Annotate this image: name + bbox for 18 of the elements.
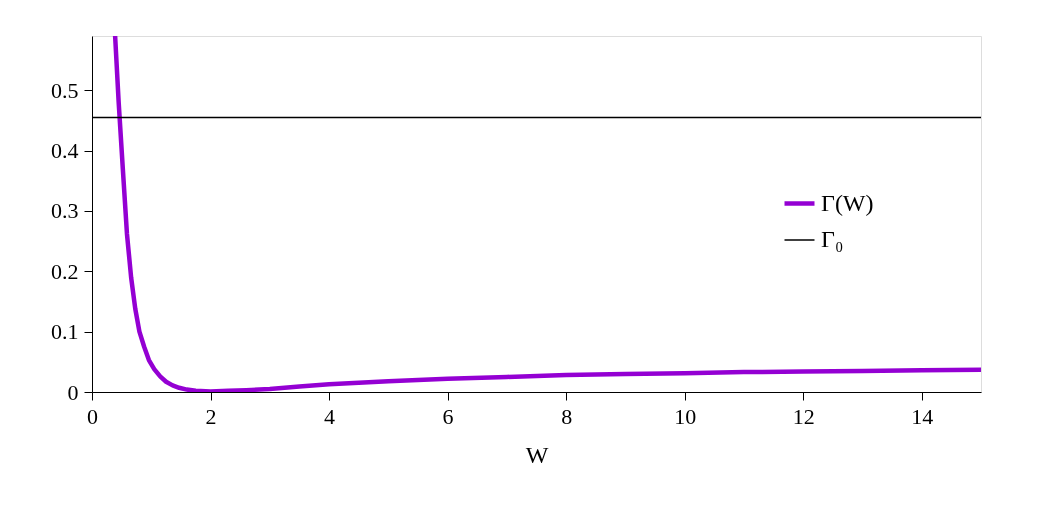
x-tick-label: 14: [911, 403, 934, 429]
y-tick-label: 0: [67, 379, 79, 405]
x-tick-label: 8: [561, 403, 573, 429]
legend-label: Γ(W): [821, 189, 874, 216]
x-tick-label: 4: [324, 403, 336, 429]
x-tick-label: 6: [442, 403, 454, 429]
y-tick-label: 0.3: [51, 198, 79, 224]
line-series: [112, 36, 981, 392]
x-tick-label: 10: [674, 403, 697, 429]
x-tick-label: 2: [205, 403, 217, 429]
y-tick-label: 0.2: [51, 258, 79, 284]
y-tick-label: 0.4: [51, 138, 79, 164]
y-tick-label: 0.1: [51, 319, 79, 345]
legend-label: Γ₀: [821, 226, 844, 252]
x-tick-label: 12: [792, 403, 815, 429]
y-tick-label: 0.5: [51, 77, 79, 103]
x-axis-title: W: [525, 441, 549, 468]
x-tick-label: 0: [87, 403, 98, 429]
